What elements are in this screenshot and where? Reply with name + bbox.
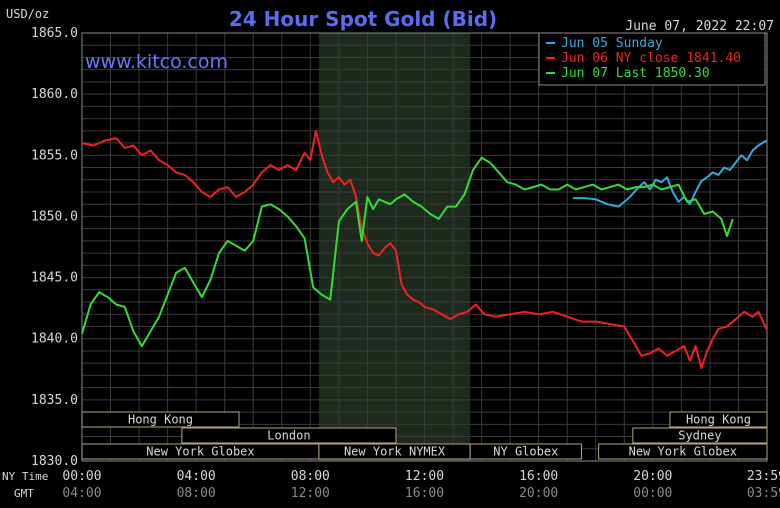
y-tick-label: 1835.0 <box>31 393 78 408</box>
chart-title: 24 Hour Spot Gold (Bid) <box>229 7 497 31</box>
x-tick-label-ny: 12:00 <box>405 469 444 484</box>
x-axis-ticks: 00:00 04:00 04:00 08:00 08:00 12:00 12:00 16:00… <box>62 469 780 501</box>
y-axis-ticks: 1865.0 1860.0 1855.0 1850.0 1845.0 1840.0 1835… <box>31 26 78 469</box>
y-tick-label: 1865.0 <box>31 26 78 41</box>
x-tick-label-gmt: 12:00 <box>291 486 330 501</box>
x-tick-label-ny: 08:00 <box>291 469 330 484</box>
legend-label: Jun 07 Last 1850.30 <box>561 66 710 81</box>
ny-time-label: NY Time <box>2 470 48 483</box>
market-sessions: Hong Kong Hong Kong London Sydney New York G… <box>81 411 768 460</box>
session-bar <box>81 411 240 428</box>
legend-label: Jun 05 Sunday <box>561 36 663 51</box>
price-series <box>81 129 768 370</box>
session-label: New York Globex <box>146 445 254 459</box>
timestamp: June 07, 2022 22:07 <box>625 19 774 34</box>
gmt-label: GMT <box>14 487 34 500</box>
legend-label: Jun 06 NY close 1841.40 <box>561 51 741 66</box>
session-bar <box>469 443 582 460</box>
y-tick-label: 1840.0 <box>31 332 78 347</box>
session-bar <box>669 411 768 428</box>
session-label: Hong Kong <box>128 413 193 427</box>
grid-lines <box>82 33 767 461</box>
y-tick-label: 1860.0 <box>31 87 78 102</box>
nymex-session-shade <box>318 33 471 461</box>
session-label: NY Globex <box>493 445 558 459</box>
y-tick-label: 1850.0 <box>31 209 78 224</box>
series-line <box>81 129 768 370</box>
legend-box <box>538 32 766 86</box>
x-tick-label-gmt: 20:00 <box>519 486 558 501</box>
y-tick-label: 1855.0 <box>31 148 78 163</box>
session-label: London <box>267 429 310 443</box>
x-tick-label-ny: 23:59 <box>747 469 780 484</box>
plot-area-border <box>81 32 768 462</box>
x-tick-label-gmt: 08:00 <box>177 486 216 501</box>
session-label: Hong Kong <box>686 413 751 427</box>
y-tick-label: 1830.0 <box>31 454 78 469</box>
watermark: www.kitco.com <box>85 51 228 73</box>
session-bar <box>181 427 397 444</box>
x-tick-label-gmt: 04:00 <box>62 486 101 501</box>
session-bar <box>632 427 768 444</box>
x-tick-label-ny: 16:00 <box>519 469 558 484</box>
session-bar <box>598 443 768 460</box>
session-label: Sydney <box>678 429 721 443</box>
unit-label: USD/oz <box>6 7 49 21</box>
x-tick-label-gmt: 03:59 <box>747 486 780 501</box>
y-tick-label: 1845.0 <box>31 271 78 286</box>
x-tick-label-gmt: 16:00 <box>405 486 444 501</box>
session-label: New York NYMEX <box>344 445 446 459</box>
x-tick-label-ny: 20:00 <box>633 469 672 484</box>
x-tick-label-ny: 04:00 <box>177 469 216 484</box>
series-line <box>81 156 734 348</box>
session-label: New York Globex <box>629 445 737 459</box>
x-tick-label-ny: 00:00 <box>62 469 101 484</box>
x-tick-label-gmt: 00:00 <box>633 486 672 501</box>
